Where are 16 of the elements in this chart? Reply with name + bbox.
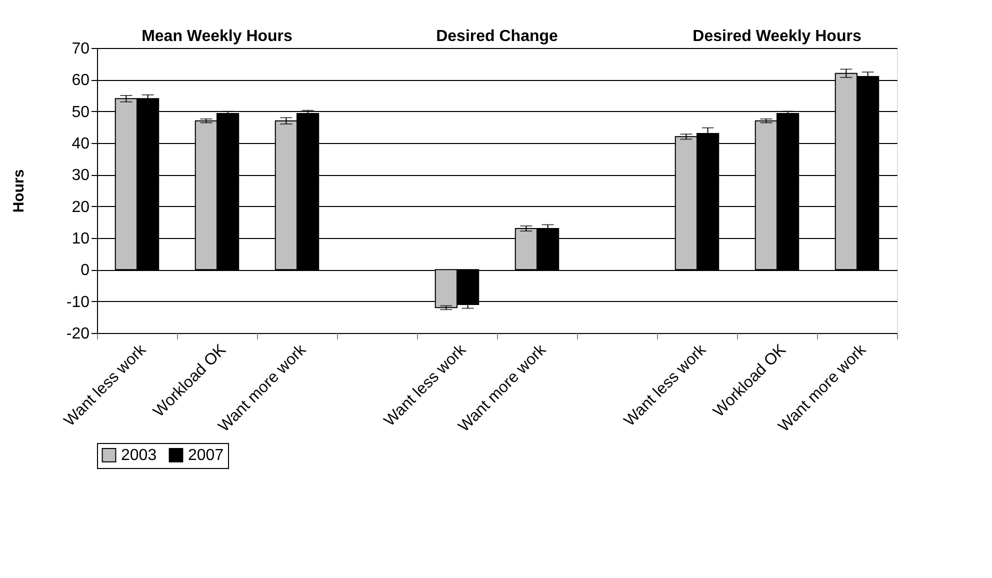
y-tick-label: 20 — [72, 198, 90, 216]
legend-label: 2003 — [121, 447, 157, 464]
y-tick-label: 50 — [72, 104, 90, 121]
y-tick-label: 10 — [72, 230, 90, 248]
y-tick-label: 0 — [80, 262, 90, 280]
y-tick-label: -20 — [66, 326, 90, 342]
text: Desired Change — [436, 28, 558, 45]
y-tick-label: 60 — [72, 72, 90, 90]
y-axis-title: Hours — [10, 169, 28, 213]
legend-label: 2007 — [188, 447, 224, 464]
y-tick-label: -10 — [66, 294, 90, 311]
text: Mean Weekly Hours — [142, 28, 293, 45]
y-tick-label: 30 — [72, 167, 90, 184]
y-tick-label: 70 — [72, 40, 90, 58]
y-tick-label: 40 — [72, 136, 90, 152]
text: Desired Weekly Hours — [692, 28, 862, 45]
